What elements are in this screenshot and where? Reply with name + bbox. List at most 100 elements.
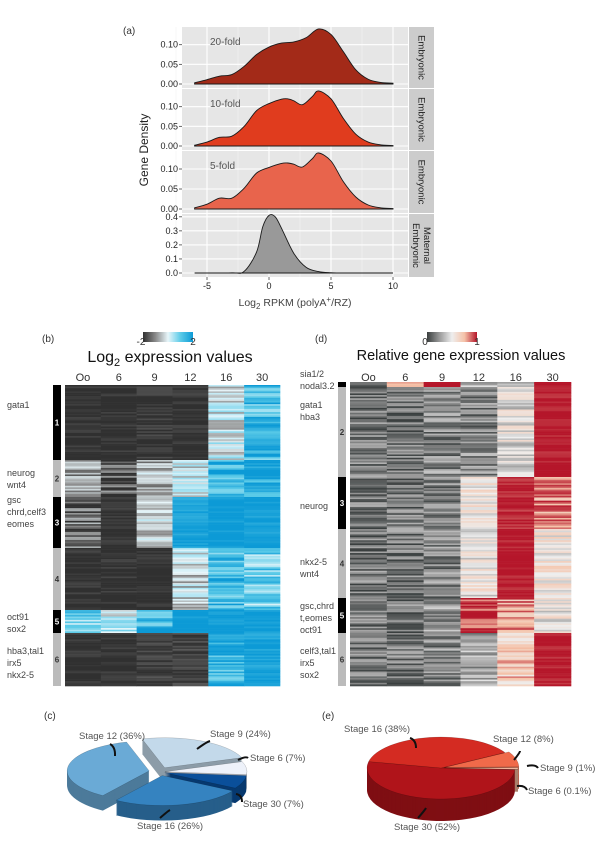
- heatmap-cell: [497, 505, 535, 508]
- heatmap-cell: [244, 466, 281, 469]
- heatmap-cell: [497, 575, 535, 578]
- heatmap-cell: [136, 519, 173, 522]
- heatmap-cell: [136, 578, 173, 581]
- heatmap-cell: [497, 428, 535, 431]
- heatmap-cell: [244, 442, 281, 445]
- heatmap-cell: [208, 532, 245, 534]
- heatmap-cell: [460, 535, 498, 538]
- gene-label: sox2: [300, 670, 319, 680]
- heatmap-cell: [386, 541, 424, 544]
- heatmap-cell: [244, 663, 281, 666]
- heatmap-cell: [423, 428, 461, 431]
- heatmap-cell: [136, 415, 173, 418]
- heatmap-cell: [65, 562, 102, 565]
- heatmap-cell: [208, 557, 245, 560]
- heatmap-cell: [350, 580, 388, 583]
- heatmap-cell: [208, 668, 245, 671]
- heatmap-cell: [534, 406, 572, 409]
- heatmap-cell: [65, 493, 102, 496]
- heatmap-cell: [100, 681, 137, 684]
- heatmap-cell: [65, 415, 102, 418]
- heatmap-cell: [350, 505, 388, 508]
- heatmap-cell: [208, 424, 245, 427]
- heatmap-cell: [423, 411, 461, 414]
- heatmap-cell: [460, 508, 498, 511]
- heatmap-cell: [100, 665, 137, 668]
- heatmap-cell: [65, 644, 102, 647]
- heatmap-cell: [497, 521, 535, 523]
- heatmap-cell: [386, 387, 424, 389]
- heatmap-cell: [244, 637, 281, 640]
- heatmap-cell: [350, 460, 388, 463]
- heatmap-cell: [386, 645, 424, 648]
- heatmap-cell: [136, 447, 173, 450]
- leader-line: [513, 750, 521, 761]
- heatmap-cell: [172, 679, 209, 682]
- heatmap-cell: [386, 564, 424, 567]
- heatmap-cell: [386, 427, 424, 430]
- heatmap-cell: [65, 445, 102, 448]
- heatmap-cell: [172, 415, 209, 418]
- heatmap-cell: [497, 530, 535, 533]
- heatmap-cell: [423, 415, 461, 418]
- heatmap-cell: [423, 613, 461, 616]
- heatmap-cell: [497, 462, 535, 465]
- heatmap-cell: [534, 449, 572, 452]
- heatmap-cell: [386, 529, 424, 531]
- heatmap-cell: [386, 674, 424, 677]
- heatmap-cell: [350, 589, 388, 592]
- heatmap-cell: [423, 655, 461, 658]
- heatmap-cell: [460, 591, 498, 594]
- heatmap-cell: [208, 506, 245, 509]
- heatmap-cell: [244, 657, 281, 659]
- heatmap-cell: [208, 597, 245, 600]
- heatmap-cell: [244, 434, 281, 437]
- heatmap-cell: [100, 396, 137, 399]
- heatmap-cell: [136, 520, 173, 523]
- heatmap-cell: [350, 647, 388, 650]
- heatmap-cell: [172, 485, 209, 488]
- heatmap-cell: [386, 454, 424, 457]
- heatmap-cell: [100, 533, 137, 536]
- heatmap-cell: [65, 600, 102, 603]
- heatmap-cell: [423, 553, 461, 555]
- heatmap-cell: [386, 407, 424, 410]
- heatmap-cell: [350, 618, 388, 621]
- heatmap-cell: [534, 598, 572, 600]
- heatmap-cell: [497, 435, 535, 438]
- heatmap-cell: [208, 516, 245, 519]
- heatmap-cell: [350, 617, 388, 619]
- heatmap-cell: [460, 475, 498, 478]
- heatmap-cell: [534, 465, 572, 468]
- leader-line: [109, 743, 117, 757]
- heatmap-cell: [136, 682, 173, 685]
- heatmap-cell: [423, 412, 461, 415]
- heatmap-cell: [208, 498, 245, 501]
- heatmap-cell: [65, 606, 102, 609]
- heatmap-cell: [534, 488, 572, 490]
- heatmap-cell: [423, 451, 461, 454]
- pie-slice: [115, 775, 234, 806]
- heatmap-cell: [534, 610, 572, 613]
- heatmap-cell: [208, 525, 245, 528]
- heatmap-cell: [172, 578, 209, 581]
- heatmap-cell: [244, 400, 281, 403]
- heatmap-cell: [208, 410, 245, 413]
- heatmap-cell: [244, 460, 281, 462]
- heatmap-cell: [172, 480, 209, 483]
- heatmap-cell: [350, 596, 388, 599]
- heatmap-cell: [423, 480, 461, 483]
- heatmap-cell: [208, 606, 245, 609]
- gene-label: gsc,chrd: [300, 601, 334, 611]
- heatmap-cell: [534, 500, 572, 503]
- heatmap-cell: [386, 506, 424, 509]
- heatmap-cell: [244, 474, 281, 477]
- heatmap-cell: [350, 530, 388, 533]
- heatmap-cell: [350, 411, 388, 414]
- heatmap-cell: [136, 421, 173, 424]
- heatmap-cell: [244, 552, 281, 555]
- heatmap-cell: [244, 535, 281, 538]
- heatmap-cell: [244, 445, 281, 448]
- heatmap-cell: [100, 639, 137, 642]
- heatmap-cell: [350, 561, 388, 563]
